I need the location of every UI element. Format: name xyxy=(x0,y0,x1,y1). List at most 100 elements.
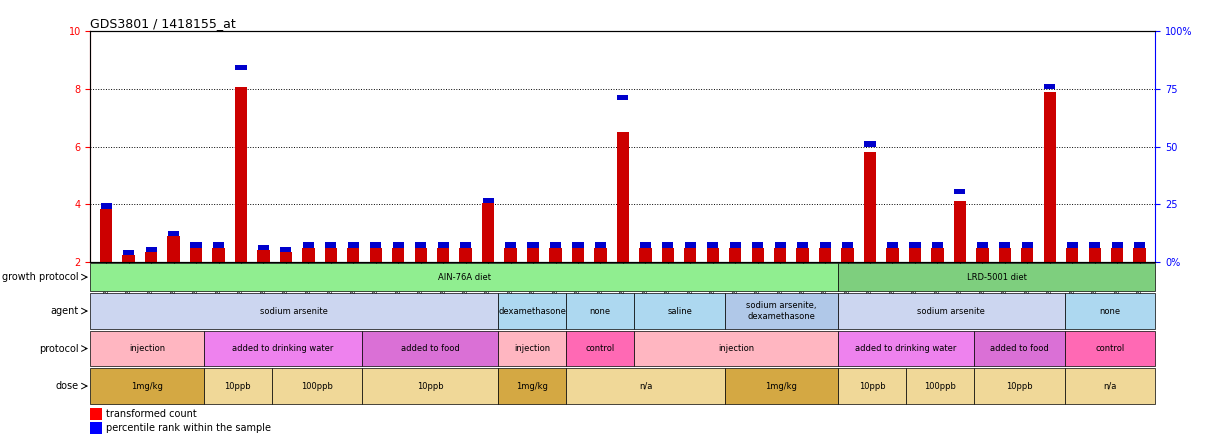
Bar xyxy=(707,247,719,262)
Bar xyxy=(1111,247,1123,262)
Bar xyxy=(865,141,876,147)
Text: injection: injection xyxy=(129,344,165,353)
Bar xyxy=(257,250,270,262)
Text: added to drinking water: added to drinking water xyxy=(855,344,956,353)
Bar xyxy=(271,369,362,404)
Bar xyxy=(640,242,651,247)
Text: dose: dose xyxy=(55,381,80,391)
Bar xyxy=(999,247,1011,262)
Bar xyxy=(347,247,359,262)
Text: control: control xyxy=(1095,344,1125,353)
Bar xyxy=(123,250,134,255)
Bar xyxy=(1134,247,1146,262)
Bar xyxy=(438,242,449,247)
Text: AIN-76A diet: AIN-76A diet xyxy=(438,273,491,281)
Bar xyxy=(976,247,989,262)
Text: injection: injection xyxy=(514,344,550,353)
Bar xyxy=(662,242,673,247)
Bar xyxy=(527,247,539,262)
Bar xyxy=(280,252,292,262)
Text: added to food: added to food xyxy=(990,344,1049,353)
Bar xyxy=(838,331,974,366)
Bar xyxy=(90,408,103,420)
Bar xyxy=(725,369,838,404)
Bar xyxy=(362,331,498,366)
Bar xyxy=(459,242,472,247)
Bar xyxy=(617,95,628,100)
Text: 1mg/kg: 1mg/kg xyxy=(131,381,163,391)
Bar xyxy=(1043,92,1056,262)
Bar xyxy=(730,242,740,247)
Text: agent: agent xyxy=(51,306,80,316)
Bar xyxy=(437,247,450,262)
Bar xyxy=(498,293,567,329)
Bar xyxy=(954,189,966,194)
Bar xyxy=(662,247,674,262)
Bar xyxy=(634,331,838,366)
Bar xyxy=(820,242,831,247)
Bar xyxy=(751,247,763,262)
Bar xyxy=(819,247,831,262)
Bar xyxy=(1044,83,1055,89)
Bar xyxy=(90,331,204,366)
Bar xyxy=(204,369,271,404)
Bar xyxy=(369,247,382,262)
Bar xyxy=(482,203,494,262)
Bar xyxy=(1066,247,1078,262)
Text: saline: saline xyxy=(667,306,692,316)
Bar xyxy=(886,247,898,262)
Bar xyxy=(505,242,516,247)
Bar xyxy=(482,198,493,203)
Bar xyxy=(498,369,567,404)
Text: dexamethasone: dexamethasone xyxy=(498,306,566,316)
Bar xyxy=(90,293,498,329)
Text: none: none xyxy=(590,306,610,316)
Bar xyxy=(567,369,725,404)
Bar xyxy=(393,242,404,247)
Bar xyxy=(886,242,898,247)
Bar xyxy=(212,247,224,262)
Bar xyxy=(90,422,103,434)
Bar xyxy=(100,209,112,262)
Bar xyxy=(932,242,943,247)
Bar xyxy=(685,242,696,247)
Bar xyxy=(362,369,498,404)
Bar xyxy=(838,263,1155,291)
Bar xyxy=(168,236,180,262)
Bar xyxy=(204,331,362,366)
Bar xyxy=(303,242,314,247)
Bar xyxy=(774,242,786,247)
Bar xyxy=(796,247,809,262)
Bar xyxy=(634,293,725,329)
Bar xyxy=(684,247,697,262)
Bar xyxy=(1134,242,1146,247)
Bar xyxy=(1065,369,1155,404)
Bar xyxy=(1089,242,1100,247)
Bar xyxy=(280,247,292,252)
Bar xyxy=(1066,242,1078,247)
Text: 10ppb: 10ppb xyxy=(417,381,444,391)
Text: transformed count: transformed count xyxy=(106,409,197,419)
Bar xyxy=(753,242,763,247)
Bar xyxy=(595,247,607,262)
Bar xyxy=(909,247,921,262)
Bar xyxy=(974,331,1065,366)
Bar xyxy=(549,247,562,262)
Bar xyxy=(347,242,359,247)
Text: 1mg/kg: 1mg/kg xyxy=(516,381,549,391)
Bar xyxy=(595,242,605,247)
Bar xyxy=(1000,242,1011,247)
Bar xyxy=(906,369,974,404)
Text: control: control xyxy=(586,344,615,353)
Bar xyxy=(1065,293,1155,329)
Bar xyxy=(213,242,224,247)
Bar xyxy=(909,242,920,247)
Bar xyxy=(863,152,877,262)
Text: injection: injection xyxy=(718,344,754,353)
Bar xyxy=(842,242,853,247)
Bar xyxy=(123,255,135,262)
Bar xyxy=(1112,242,1123,247)
Bar xyxy=(326,242,336,247)
Bar xyxy=(90,263,838,291)
Bar xyxy=(567,331,634,366)
